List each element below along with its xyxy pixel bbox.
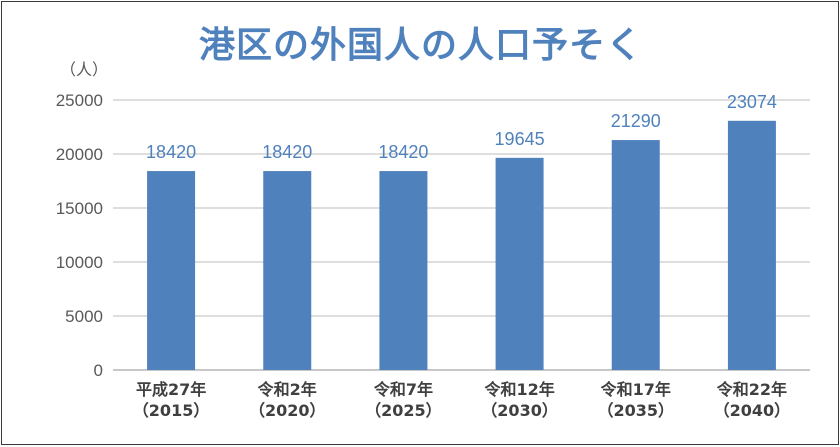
bar	[147, 171, 196, 370]
y-tick-label: 15000	[56, 199, 103, 218]
data-label: 18420	[378, 142, 428, 162]
data-label: 18420	[262, 142, 312, 162]
x-tick-label: 令和7年	[373, 380, 433, 399]
y-tick-label: 10000	[56, 253, 103, 272]
x-tick-label: 平成27年	[136, 380, 206, 399]
x-tick-label: （2020）	[249, 401, 326, 420]
data-label: 18420	[146, 142, 196, 162]
y-tick-label: 25000	[56, 91, 103, 110]
x-tick-label: 令和12年	[483, 380, 554, 399]
y-axis-unit-label: （人）	[60, 60, 109, 79]
bar	[495, 157, 544, 370]
x-tick-label: 令和17年	[600, 380, 671, 399]
x-tick-label: 令和22年	[716, 380, 787, 399]
y-tick-label: 0	[94, 361, 103, 380]
chart-title: 港区の外国人の人口予そく	[198, 25, 643, 66]
bar	[727, 120, 776, 370]
bar	[263, 171, 312, 370]
x-tick-label: （2035）	[597, 401, 674, 420]
data-label: 19645	[495, 129, 545, 149]
x-tick-label: （2025）	[365, 401, 442, 420]
bar	[611, 140, 660, 370]
bar	[379, 171, 428, 370]
x-tick-label: （2040）	[714, 401, 791, 420]
y-tick-label: 20000	[56, 145, 103, 164]
data-label: 23074	[727, 92, 777, 112]
y-tick-label: 5000	[65, 307, 103, 326]
x-tick-label: 令和2年	[257, 380, 317, 399]
x-tick-label: （2015）	[133, 401, 210, 420]
x-tick-label: （2030）	[481, 401, 558, 420]
data-label: 21290	[611, 111, 661, 131]
